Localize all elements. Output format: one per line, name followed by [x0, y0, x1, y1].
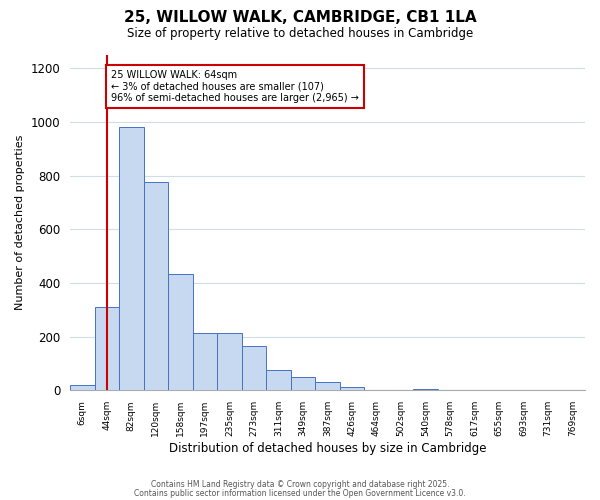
Bar — [168, 274, 193, 390]
Text: 25, WILLOW WALK, CAMBRIDGE, CB1 1LA: 25, WILLOW WALK, CAMBRIDGE, CB1 1LA — [124, 10, 476, 25]
Text: 25 WILLOW WALK: 64sqm
← 3% of detached houses are smaller (107)
96% of semi-deta: 25 WILLOW WALK: 64sqm ← 3% of detached h… — [111, 70, 359, 103]
Bar — [217, 332, 242, 390]
Bar — [70, 385, 95, 390]
Bar — [340, 387, 364, 390]
Bar — [143, 182, 168, 390]
Bar — [266, 370, 291, 390]
Bar — [242, 346, 266, 391]
Bar — [291, 378, 315, 390]
Bar — [119, 128, 143, 390]
Bar — [413, 389, 438, 390]
Y-axis label: Number of detached properties: Number of detached properties — [15, 135, 25, 310]
Bar — [95, 307, 119, 390]
X-axis label: Distribution of detached houses by size in Cambridge: Distribution of detached houses by size … — [169, 442, 486, 455]
Text: Size of property relative to detached houses in Cambridge: Size of property relative to detached ho… — [127, 28, 473, 40]
Text: Contains public sector information licensed under the Open Government Licence v3: Contains public sector information licen… — [134, 488, 466, 498]
Bar — [315, 382, 340, 390]
Text: Contains HM Land Registry data © Crown copyright and database right 2025.: Contains HM Land Registry data © Crown c… — [151, 480, 449, 489]
Bar — [193, 332, 217, 390]
